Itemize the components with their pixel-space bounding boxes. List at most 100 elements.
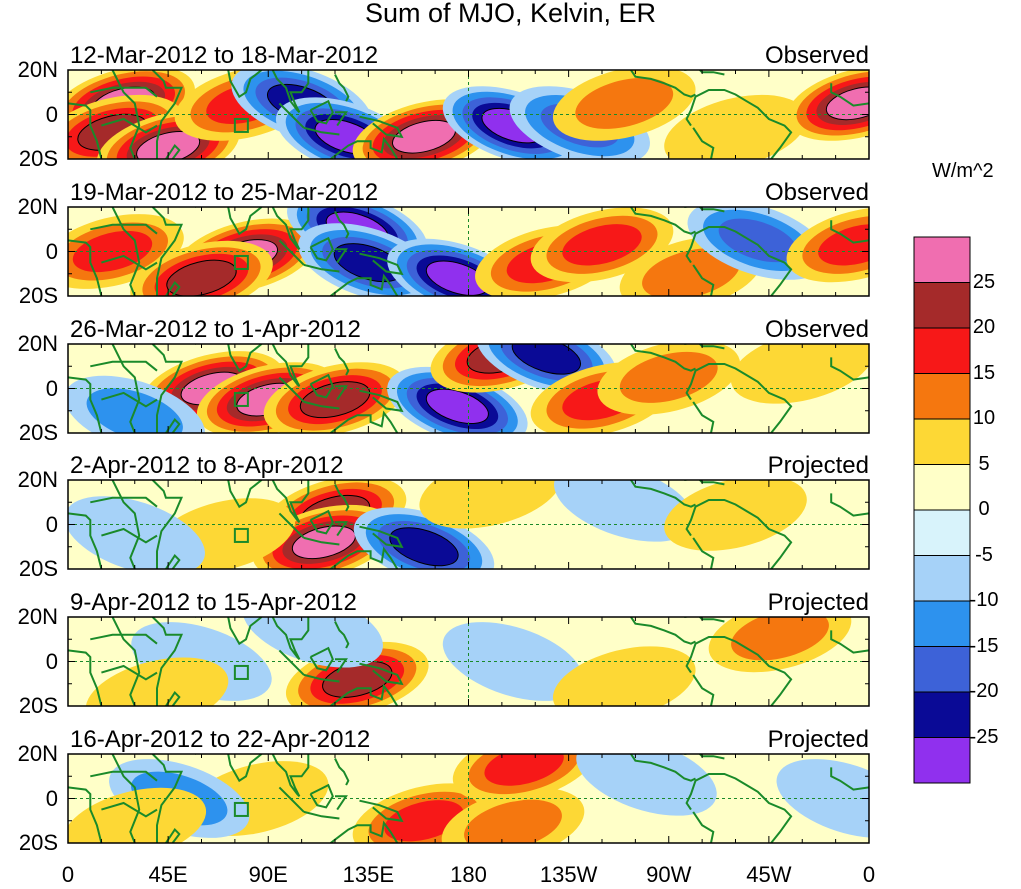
colorbar-swatch <box>913 236 971 283</box>
panel-status: Observed <box>764 316 869 343</box>
contour-level <box>484 754 564 786</box>
colorbar-label: 20 <box>972 316 996 338</box>
anomaly-10 <box>730 344 869 404</box>
region-box <box>233 391 249 407</box>
colorbar-swatch <box>913 509 971 556</box>
colorbar-swatch <box>913 691 971 738</box>
anomaly-8 <box>776 759 869 838</box>
anomaly-2 <box>441 787 585 843</box>
contour-level <box>575 77 674 129</box>
lon-tick-label: 90W <box>646 862 692 887</box>
contour-level <box>664 94 807 159</box>
panel-status: Projected <box>767 452 869 479</box>
colorbar-swatch <box>913 418 971 465</box>
lat-tick-label: 0 <box>45 375 58 401</box>
region-box <box>233 254 249 270</box>
anomaly-5 <box>452 754 596 803</box>
lat-tick-label: 20N <box>17 194 58 219</box>
lon-tick-label: 180 <box>450 862 487 887</box>
panel-status: Projected <box>767 726 869 753</box>
contour-level <box>576 754 717 816</box>
map-panel-1 <box>67 69 870 160</box>
colorbar-label: -10 <box>969 589 999 611</box>
coastlines <box>68 617 869 706</box>
anomaly-10 <box>552 70 696 141</box>
lon-tick-label: 135W <box>539 862 598 887</box>
colorbar-units: W/m^2 <box>932 160 994 182</box>
lat-tick-label: 0 <box>45 648 58 674</box>
colorbar-swatch <box>913 373 971 420</box>
lon-tick-label: 45E <box>148 862 188 887</box>
anomaly-7 <box>554 480 695 542</box>
anomaly-11 <box>786 207 869 283</box>
lat-tick-label: 0 <box>45 785 58 811</box>
coastlines <box>68 480 869 569</box>
region-box <box>233 664 249 680</box>
contour-level <box>776 759 869 838</box>
colorbar-swatch <box>913 737 971 784</box>
region-box <box>233 527 249 543</box>
anomaly-12 <box>786 70 869 141</box>
anomaly-4 <box>68 375 205 433</box>
chart-title: Sum of MJO, Kelvin, ER <box>364 0 657 28</box>
lat-tick-label: 20S <box>18 693 58 718</box>
anomaly-6 <box>419 480 563 529</box>
lat-tick-label: 20N <box>17 741 58 766</box>
anomaly-7 <box>68 787 207 843</box>
lat-tick-label: 20N <box>17 331 58 356</box>
coastlines <box>68 207 869 296</box>
map-panel-5 <box>67 616 870 707</box>
colorbar-swatch <box>913 282 971 329</box>
coastlines <box>68 70 869 159</box>
lat-tick-label: 0 <box>45 511 58 537</box>
panel-status: Projected <box>767 589 869 616</box>
anomaly-3 <box>130 240 273 296</box>
colorbar-label: 0 <box>978 498 990 520</box>
panel-date-range: 19-Mar-2012 to 25-Mar-2012 <box>70 179 379 206</box>
panel-date-range: 2-Apr-2012 to 8-Apr-2012 <box>70 452 344 479</box>
map-panel-4 <box>67 479 870 570</box>
contour-level <box>731 617 829 661</box>
map-panel-3 <box>67 343 870 434</box>
lat-tick-label: 20S <box>18 556 58 581</box>
contour-level <box>136 131 201 159</box>
map-panel-6 <box>67 753 870 844</box>
colorbar-swatch <box>913 646 971 693</box>
lon-tick-label: 0 <box>61 862 75 887</box>
lon-tick-label: 135E <box>342 862 395 887</box>
lat-tick-label: 0 <box>45 238 58 264</box>
lon-tick-label: 45W <box>746 862 792 887</box>
lat-tick-label: 20S <box>18 146 58 171</box>
contour-level <box>664 480 807 551</box>
lon-tick-label: 90E <box>248 862 288 887</box>
colorbar-label: 5 <box>978 452 990 475</box>
contour-level <box>825 86 869 121</box>
lat-tick-label: 0 <box>45 101 58 127</box>
panel-date-range: 26-Mar-2012 to 1-Apr-2012 <box>70 316 361 343</box>
lat-tick-label: 20S <box>18 283 58 308</box>
contour-level <box>242 617 383 668</box>
colorbar-label: -15 <box>969 634 999 657</box>
lat-tick-label: 20S <box>18 420 58 445</box>
colorbar-swatch <box>913 464 971 511</box>
lat-tick-label: 20N <box>17 57 58 82</box>
colorbar-label: -20 <box>969 680 999 702</box>
panel-status: Observed <box>764 179 869 206</box>
lat-tick-label: 20N <box>17 604 58 629</box>
contour-level <box>86 388 183 433</box>
panel-date-range: 9-Apr-2012 to 15-Apr-2012 <box>70 589 357 616</box>
lat-tick-label: 20S <box>18 830 58 855</box>
anomaly-5 <box>708 617 852 673</box>
anomaly-7 <box>552 646 696 706</box>
colorbar-label: 10 <box>972 407 996 429</box>
colorbar-label: -25 <box>969 725 999 748</box>
panel-date-range: 16-Apr-2012 to 22-Apr-2012 <box>70 726 371 753</box>
contour-level <box>68 787 207 843</box>
coastlines <box>68 754 869 843</box>
anomaly-11 <box>664 94 807 159</box>
panel-date-range: 12-Mar-2012 to 18-Mar-2012 <box>70 42 379 69</box>
contour-level <box>552 646 696 706</box>
region-box <box>233 801 249 817</box>
contour-level <box>642 248 740 296</box>
